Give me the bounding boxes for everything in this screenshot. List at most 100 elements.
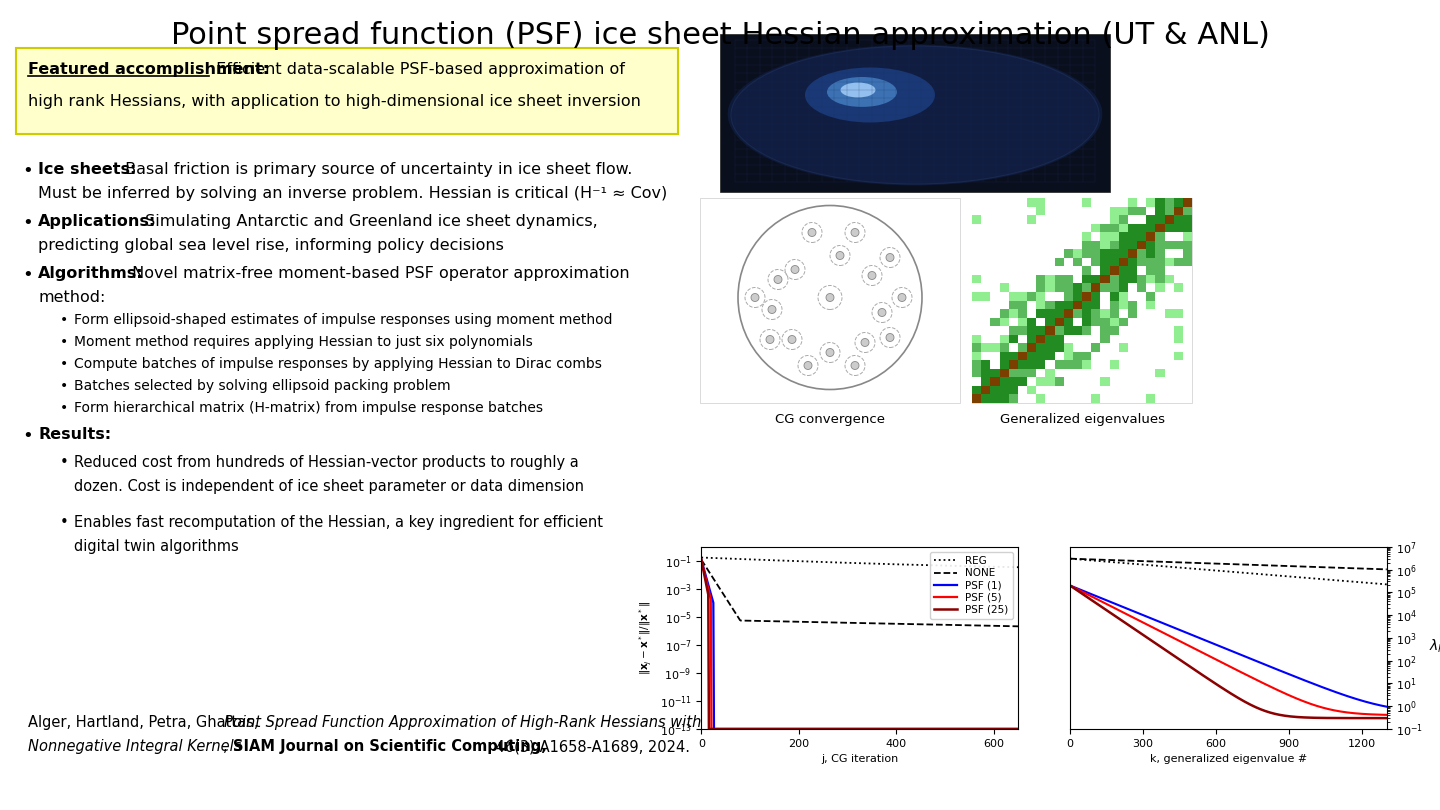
- Bar: [1081, 394, 1092, 403]
- Bar: [1109, 207, 1119, 215]
- Bar: [1109, 360, 1119, 369]
- Bar: [1064, 369, 1073, 377]
- Bar: [972, 352, 981, 360]
- Bar: [1100, 318, 1109, 326]
- Bar: [1155, 394, 1165, 403]
- Bar: [1054, 198, 1064, 207]
- Bar: [1155, 232, 1165, 241]
- Bar: [1054, 249, 1064, 258]
- PSF (5): [1002, 724, 1020, 734]
- NONE: [1009, 621, 1027, 631]
- Bar: [1018, 352, 1027, 360]
- Bar: [1128, 284, 1138, 292]
- Bar: [972, 318, 981, 326]
- Bar: [1045, 207, 1054, 215]
- Bar: [1165, 318, 1174, 326]
- Bar: [999, 301, 1008, 309]
- Bar: [1174, 360, 1182, 369]
- Bar: [1109, 326, 1119, 335]
- Bar: [1155, 224, 1165, 232]
- Bar: [1008, 335, 1018, 343]
- Circle shape: [851, 228, 860, 237]
- Bar: [999, 377, 1008, 386]
- Bar: [972, 377, 981, 386]
- Bar: [1018, 394, 1027, 403]
- Text: Simulating Antarctic and Greenland ice sheet dynamics,: Simulating Antarctic and Greenland ice s…: [140, 214, 598, 229]
- Bar: [1146, 275, 1155, 284]
- Bar: [1182, 326, 1192, 335]
- Bar: [1081, 360, 1092, 369]
- Bar: [1073, 369, 1081, 377]
- Bar: [1109, 198, 1119, 207]
- Bar: [1100, 215, 1109, 224]
- PSF (25): [1009, 724, 1027, 734]
- Bar: [999, 266, 1008, 275]
- Bar: [1027, 386, 1037, 394]
- Bar: [1073, 292, 1081, 301]
- Text: Basal friction is primary source of uncertainty in ice sheet flow.: Basal friction is primary source of unce…: [120, 162, 632, 177]
- Bar: [1037, 335, 1045, 343]
- Bar: [1092, 326, 1100, 335]
- Bar: [1119, 232, 1128, 241]
- Bar: [1182, 352, 1192, 360]
- Bar: [1119, 394, 1128, 403]
- Bar: [1155, 369, 1165, 377]
- Bar: [972, 215, 981, 224]
- Bar: [1045, 292, 1054, 301]
- REG: [1002, 562, 1020, 572]
- Bar: [1027, 369, 1037, 377]
- Bar: [1146, 377, 1155, 386]
- Bar: [1182, 284, 1192, 292]
- Bar: [981, 266, 991, 275]
- Bar: [1119, 301, 1128, 309]
- Bar: [1045, 215, 1054, 224]
- Bar: [1073, 241, 1081, 249]
- Bar: [1138, 258, 1146, 266]
- Bar: [991, 249, 999, 258]
- Bar: [1138, 232, 1146, 241]
- Bar: [1008, 301, 1018, 309]
- Circle shape: [899, 293, 906, 301]
- Bar: [1174, 275, 1182, 284]
- Line: PSF (25): PSF (25): [701, 560, 1018, 729]
- Text: •: •: [60, 313, 68, 327]
- Bar: [981, 241, 991, 249]
- Text: CG convergence: CG convergence: [775, 413, 886, 426]
- Bar: [1064, 198, 1073, 207]
- Bar: [1081, 335, 1092, 343]
- Bar: [972, 241, 981, 249]
- Bar: [1155, 198, 1165, 207]
- NONE: [693, 555, 710, 565]
- Bar: [1109, 284, 1119, 292]
- Bar: [1027, 292, 1037, 301]
- Bar: [1027, 284, 1037, 292]
- Bar: [1027, 241, 1037, 249]
- Bar: [1165, 224, 1174, 232]
- Circle shape: [878, 309, 886, 317]
- Bar: [1018, 266, 1027, 275]
- Bar: [1155, 215, 1165, 224]
- Bar: [1128, 343, 1138, 352]
- Bar: [972, 292, 981, 301]
- Bar: [1146, 335, 1155, 343]
- Bar: [1081, 266, 1092, 275]
- Bar: [1100, 275, 1109, 284]
- Bar: [1027, 224, 1037, 232]
- Bar: [999, 343, 1008, 352]
- Bar: [1081, 318, 1092, 326]
- Bar: [1100, 309, 1109, 318]
- Bar: [1045, 369, 1054, 377]
- Bar: [1018, 309, 1027, 318]
- Bar: [972, 301, 981, 309]
- Bar: [1045, 301, 1054, 309]
- Bar: [991, 292, 999, 301]
- Bar: [1109, 335, 1119, 343]
- Bar: [991, 360, 999, 369]
- Bar: [1138, 198, 1146, 207]
- Bar: [1045, 258, 1054, 266]
- Bar: [1182, 343, 1192, 352]
- Bar: [1008, 318, 1018, 326]
- Bar: [1119, 266, 1128, 275]
- Bar: [991, 343, 999, 352]
- Bar: [1174, 249, 1182, 258]
